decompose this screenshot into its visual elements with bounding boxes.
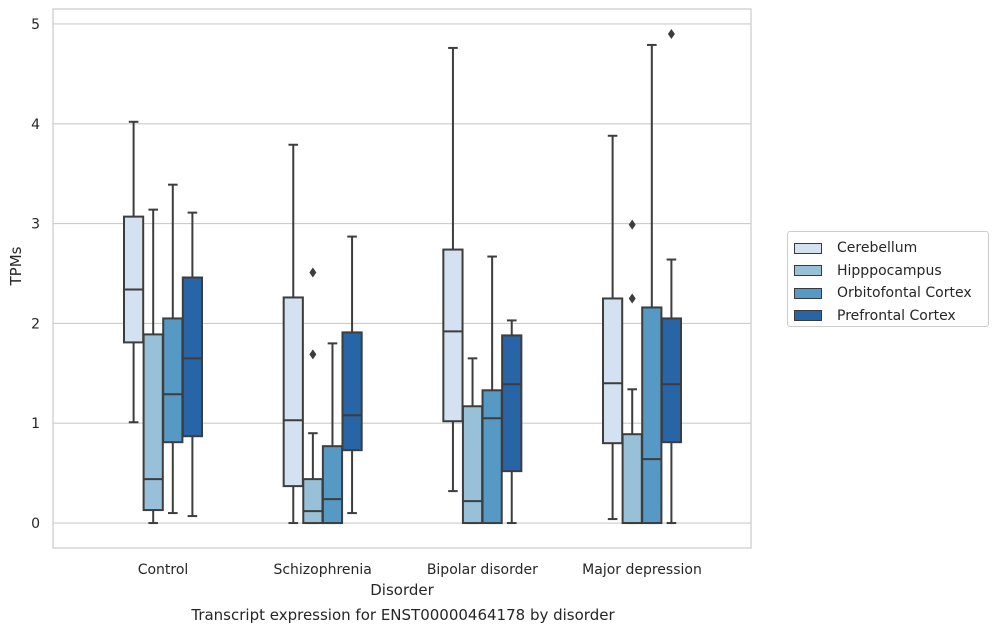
box-iqr [501, 334, 523, 473]
outlier-point [628, 293, 636, 304]
x-axis-label: Disorder [370, 581, 434, 599]
box-groups [123, 28, 683, 525]
y-axis-label: TPMs [7, 246, 25, 286]
chart-caption: Transcript expression for ENST0000046417… [191, 606, 615, 624]
legend-item-orbitofrontal-cortex: Orbitofontal Cortex [794, 282, 988, 305]
box-0-2 [442, 46, 464, 493]
legend-swatch [794, 310, 822, 322]
y-tick-label: 1 [31, 416, 40, 432]
x-tick-label: Major depression [582, 562, 702, 578]
box-iqr [641, 306, 663, 525]
legend-swatch [794, 265, 822, 277]
box-1-3 [621, 219, 643, 525]
y-axis-ticks: 0 1 2 3 4 5 [31, 17, 40, 532]
box-iqr [481, 389, 503, 525]
outlier-point [309, 349, 317, 360]
box-2-1 [321, 342, 344, 525]
box-iqr [461, 405, 484, 525]
legend-label: Orbitofontal Cortex [837, 285, 972, 302]
legend-swatch [794, 287, 822, 299]
box-iqr [181, 276, 204, 438]
outlier-point [667, 28, 675, 39]
y-tick-label: 4 [31, 117, 40, 133]
box-iqr [302, 478, 324, 525]
x-tick-label: Bipolar disorder [427, 562, 538, 578]
x-tick-label: Control [138, 562, 189, 578]
x-axis-ticks: Control Schizophrenia Bipolar disorder Majo… [138, 562, 702, 578]
box-iqr [660, 317, 683, 444]
box-iqr [123, 215, 145, 344]
legend: Cerebellum Hipppocampus Orbitofontal Cor… [787, 231, 989, 327]
y-tick-label: 5 [31, 17, 40, 33]
x-tick-label: Schizophrenia [273, 562, 371, 578]
legend-label: Hipppocampus [837, 262, 942, 279]
box-iqr [282, 296, 304, 488]
legend-item-hippocampus: Hipppocampus [794, 260, 988, 283]
legend-item-cerebellum: Cerebellum [794, 237, 988, 260]
box-2-3 [641, 43, 663, 525]
box-3-1 [341, 235, 363, 515]
box-3-2 [501, 319, 523, 525]
legend-item-prefrontal-cortex: Prefrontal Cortex [794, 305, 988, 328]
box-iqr [162, 317, 184, 444]
y-tick-label: 0 [31, 516, 40, 532]
y-tick-label: 2 [31, 316, 40, 332]
box-3-3 [660, 28, 683, 525]
outlier-point [628, 219, 636, 230]
legend-label: Prefrontal Cortex [837, 307, 956, 324]
box-iqr [442, 248, 464, 423]
legend-label: Cerebellum [837, 240, 918, 257]
box-0-0 [123, 120, 145, 424]
box-iqr [621, 433, 643, 525]
y-tick-label: 3 [31, 217, 40, 233]
box-3-0 [181, 211, 204, 518]
legend-swatch [794, 242, 822, 254]
outlier-point [309, 267, 317, 278]
box-iqr [142, 333, 164, 512]
box-iqr [321, 445, 344, 525]
box-0-3 [602, 134, 624, 521]
box-iqr [602, 297, 624, 445]
box-iqr [341, 331, 363, 452]
box-2-2 [481, 255, 503, 525]
box-0-1 [282, 143, 304, 525]
